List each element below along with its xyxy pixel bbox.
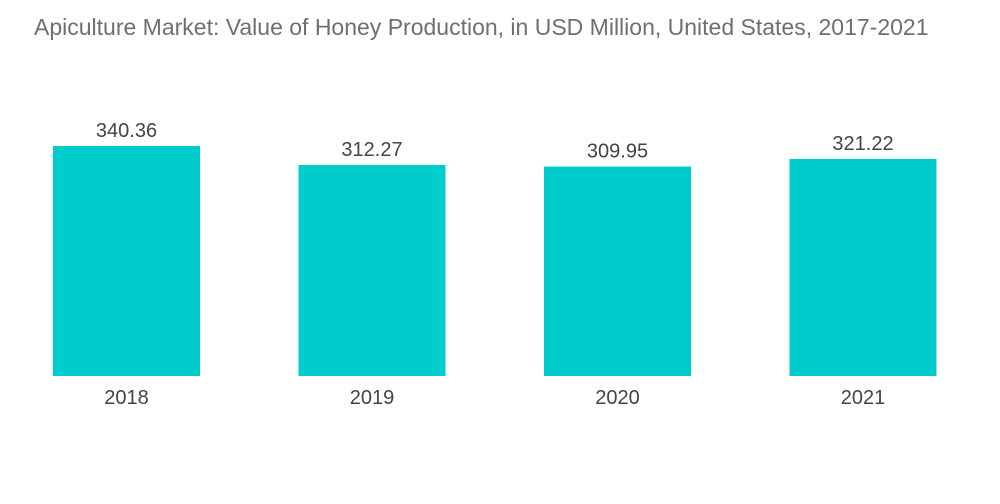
value-labels-layer: 340.36 312.27 309.95 321.22 — [96, 120, 894, 163]
x-tick-2021: 2021 — [841, 387, 886, 409]
x-axis-ticks: 2018 2019 2020 2021 — [104, 387, 885, 409]
value-label-2019: 312.27 — [341, 139, 402, 161]
bar-2021 — [789, 158, 937, 376]
chart-title: Apiculture Market: Value of Honey Produc… — [34, 14, 929, 40]
bar-2020 — [544, 166, 691, 376]
x-tick-2018: 2018 — [104, 387, 149, 409]
value-label-2021: 321.22 — [832, 133, 893, 155]
bar-2018 — [53, 146, 200, 376]
x-tick-2020: 2020 — [595, 387, 640, 409]
value-label-2018: 340.36 — [96, 120, 157, 142]
x-tick-2019: 2019 — [350, 387, 395, 409]
bar-2019 — [298, 164, 446, 376]
bars-layer — [53, 146, 937, 376]
value-label-2020: 309.95 — [587, 141, 648, 163]
